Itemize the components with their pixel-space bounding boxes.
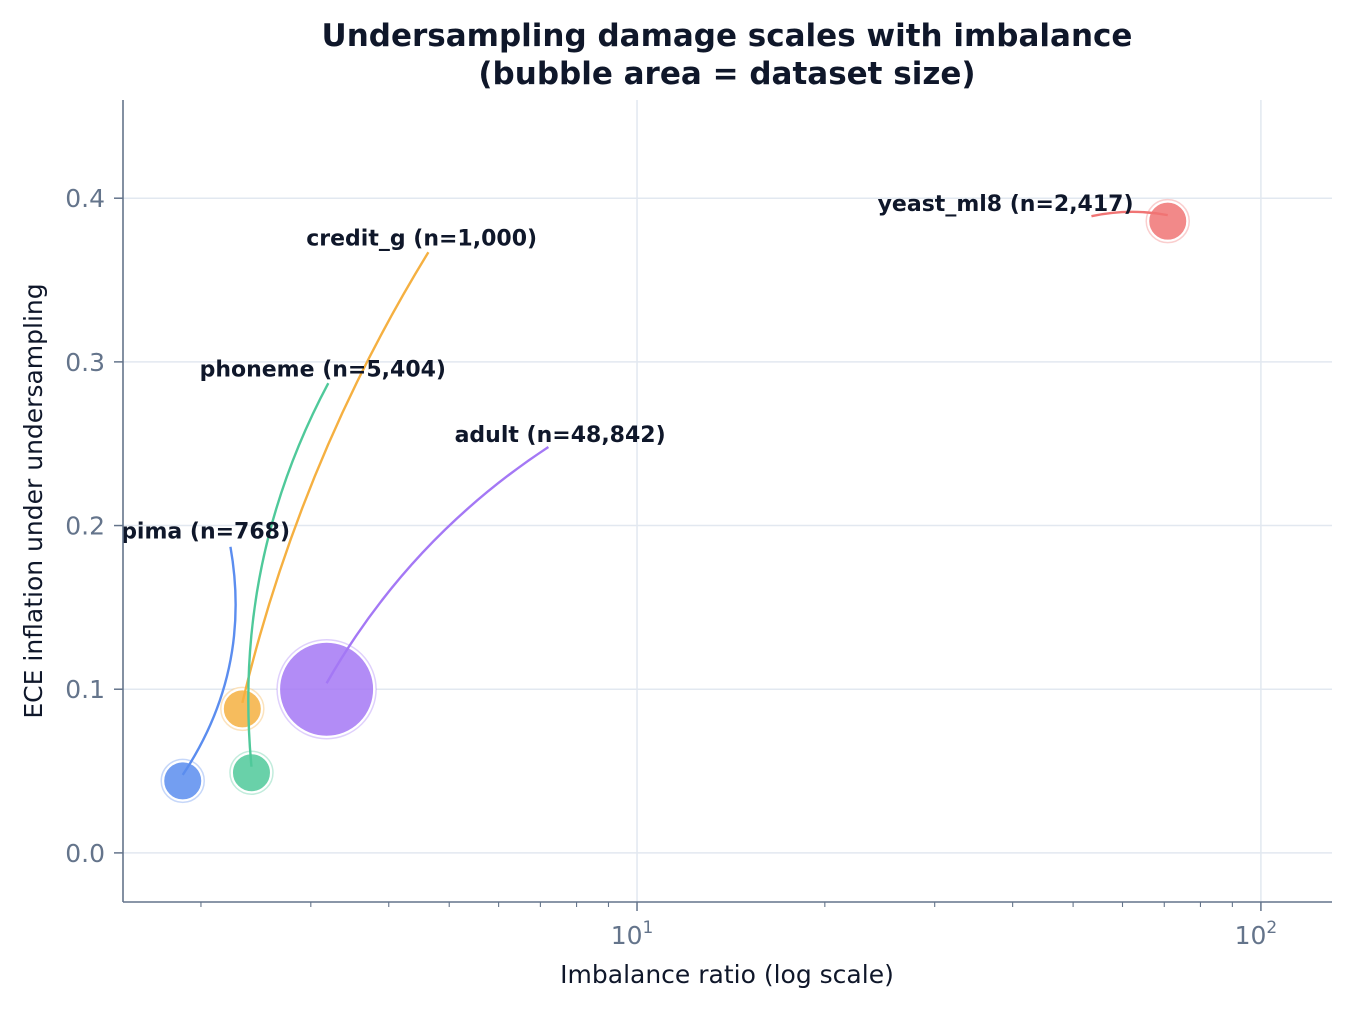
bubble-halo	[229, 750, 274, 795]
annotation-leaders	[181, 210, 1168, 776]
y-tick-label: 0.4	[65, 184, 105, 213]
bubbles	[160, 198, 1190, 804]
bubble-halo	[220, 686, 265, 732]
label-adult: adult (n=48,842)	[455, 423, 666, 448]
bubble-credit-g	[220, 687, 264, 731]
bubble-adult	[277, 639, 377, 739]
leader-phoneme	[247, 382, 330, 767]
leader-credit-g	[241, 251, 430, 704]
bubble-pima	[161, 759, 205, 803]
x-axis-label: Imbalance ratio (log scale)	[560, 960, 894, 989]
y-tick-label: 0.0	[65, 839, 105, 868]
axes	[122, 100, 1332, 903]
bubble-halo	[276, 638, 377, 740]
label-phoneme: phoneme (n=5,404)	[200, 357, 446, 382]
y-tick-label: 0.3	[65, 348, 105, 377]
leader-pima	[181, 546, 237, 776]
label-yeast-ml8: yeast_ml8 (n=2,417)	[878, 192, 1134, 217]
x-tick-label: 101	[611, 918, 654, 950]
label-pima: pima (n=768)	[121, 519, 290, 544]
y-tick-label: 0.2	[65, 512, 105, 541]
leader-yeast-ml8	[1091, 210, 1168, 218]
x-tick-label: 102	[1235, 918, 1278, 950]
leader-adult	[325, 445, 550, 684]
y-axis-label: ECE inflation under undersampling	[19, 283, 48, 718]
bubble-halo	[1145, 198, 1190, 244]
y-tick-label: 0.1	[65, 675, 105, 704]
chart-title: Undersampling damage scales with imbalan…	[322, 18, 1133, 54]
annotations: pima (n=768) credit_g (n=1,000) phoneme (n…	[121, 192, 1133, 544]
chart-subtitle: (bubble area = dataset size)	[478, 56, 975, 92]
bubble-halo	[160, 758, 205, 804]
ticks: 0.0 0.1 0.2 0.3 0.4 101 102	[65, 184, 1277, 950]
bubble-yeast-ml8	[1146, 199, 1190, 243]
label-credit-g: credit_g (n=1,000)	[306, 226, 537, 251]
